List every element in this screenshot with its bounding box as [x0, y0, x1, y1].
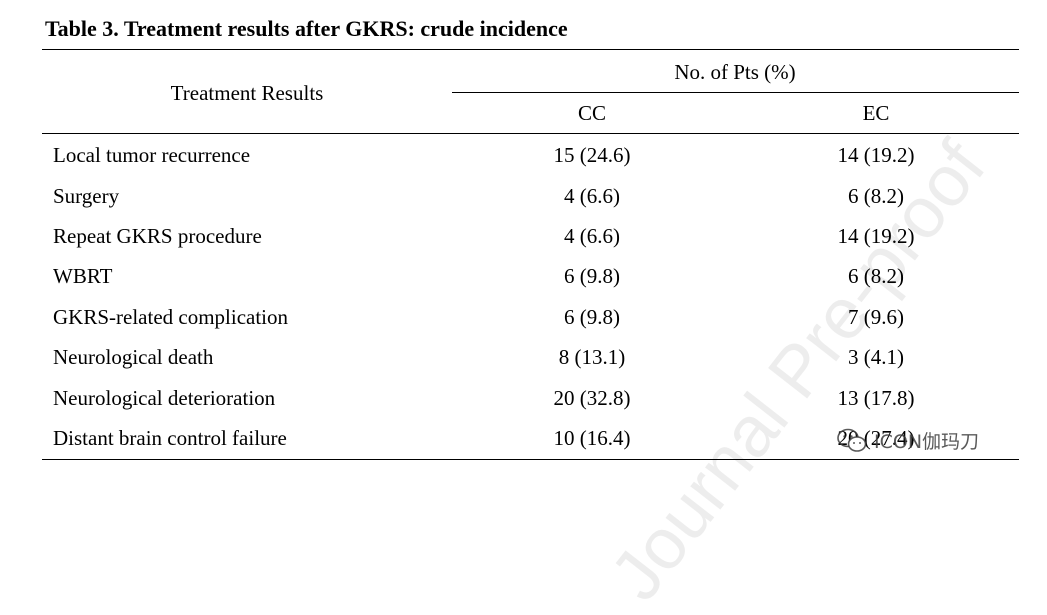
group-rule: [452, 92, 1019, 93]
social-badge: ICON伽玛刀: [836, 427, 979, 454]
row-label: Local tumor recurrence: [53, 143, 251, 167]
cc-value: 4 (6.6): [564, 184, 620, 208]
cc-value: 8 (13.1): [558, 345, 626, 369]
header-col-cc: CC: [577, 101, 607, 125]
row-label: WBRT: [53, 264, 113, 288]
row-label: Surgery: [53, 184, 120, 208]
header-col-ec: EC: [862, 101, 890, 125]
cc-value: 10 (16.4): [553, 426, 631, 450]
ec-value: 14 (19.2): [837, 224, 915, 248]
ec-value: 14 (19.2): [837, 143, 915, 167]
cc-value: 15 (24.6): [553, 143, 631, 167]
cc-value: 4 (6.6): [564, 224, 620, 248]
ec-value: 6 (8.2): [848, 184, 904, 208]
social-badge-text: ICON伽玛刀: [874, 431, 980, 453]
table-caption: Table 3. Treatment results after GKRS: c…: [45, 16, 568, 41]
header-rule: [42, 133, 1019, 134]
watermark: Journal Pre-proof: [595, 127, 1001, 615]
row-label: Repeat GKRS procedure: [53, 224, 262, 248]
ec-value: 6 (8.2): [848, 264, 904, 288]
bottom-rule: [42, 459, 1019, 460]
ec-value: 13 (17.8): [837, 386, 915, 410]
row-label: Distant brain control failure: [53, 426, 287, 450]
top-rule: [42, 49, 1019, 50]
header-row-label: Treatment Results: [170, 81, 324, 105]
row-label: GKRS-related complication: [53, 305, 289, 329]
header-group-label: No. of Pts (%): [674, 60, 796, 84]
ec-value: 7 (9.6): [848, 305, 904, 329]
ec-value: 3 (4.1): [848, 345, 904, 369]
wechat-icon: [836, 428, 868, 454]
cc-value: 6 (9.8): [564, 305, 620, 329]
cc-value: 6 (9.8): [564, 264, 620, 288]
row-label: Neurological deterioration: [53, 386, 276, 410]
row-label: Neurological death: [53, 345, 214, 369]
cc-value: 20 (32.8): [553, 386, 631, 410]
